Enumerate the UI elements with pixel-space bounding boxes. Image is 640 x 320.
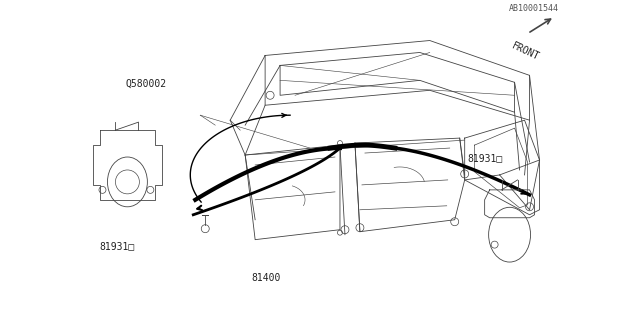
Text: AB10001544: AB10001544 <box>508 4 558 13</box>
Text: 81931□: 81931□ <box>100 241 135 251</box>
Text: 81400: 81400 <box>251 273 280 283</box>
Text: 81931□: 81931□ <box>467 154 502 164</box>
Text: FRONT: FRONT <box>509 41 540 62</box>
Text: Q580002: Q580002 <box>125 79 166 89</box>
